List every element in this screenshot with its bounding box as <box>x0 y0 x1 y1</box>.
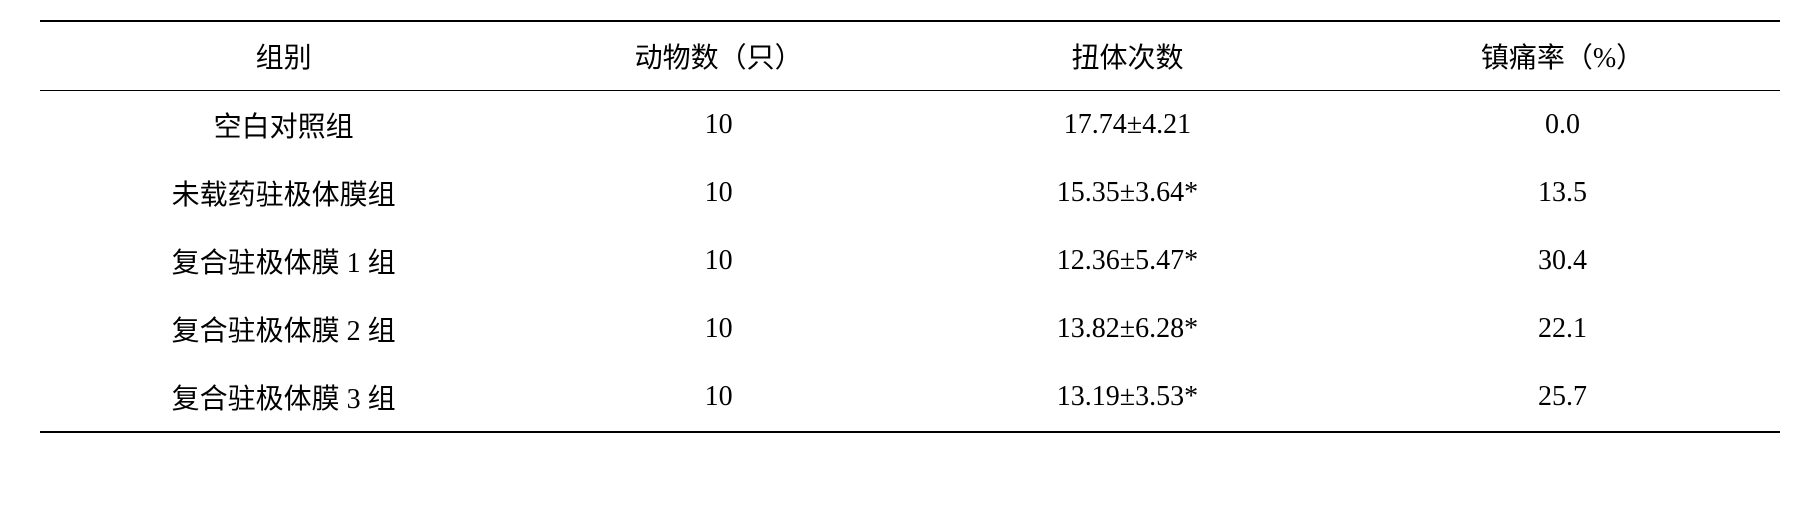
cell-rate: 0.0 <box>1345 91 1780 160</box>
table-row: 空白对照组 10 17.74±4.21 0.0 <box>40 91 1780 160</box>
cell-group: 复合驻极体膜 2 组 <box>40 295 527 363</box>
table-row: 复合驻极体膜 1 组 10 12.36±5.47* 30.4 <box>40 227 1780 295</box>
cell-twist: 13.82±6.28* <box>910 295 1345 363</box>
cell-twist: 17.74±4.21 <box>910 91 1345 160</box>
col-header-group: 组别 <box>40 21 527 91</box>
cell-n: 10 <box>527 159 910 227</box>
cell-n: 10 <box>527 227 910 295</box>
cell-rate: 25.7 <box>1345 363 1780 432</box>
cell-rate: 22.1 <box>1345 295 1780 363</box>
cell-n: 10 <box>527 363 910 432</box>
cell-group: 复合驻极体膜 3 组 <box>40 363 527 432</box>
cell-rate: 30.4 <box>1345 227 1780 295</box>
table-header-row: 组别 动物数（只） 扭体次数 镇痛率（%） <box>40 21 1780 91</box>
cell-twist: 13.19±3.53* <box>910 363 1345 432</box>
cell-group: 空白对照组 <box>40 91 527 160</box>
table-row: 复合驻极体膜 3 组 10 13.19±3.53* 25.7 <box>40 363 1780 432</box>
data-table: 组别 动物数（只） 扭体次数 镇痛率（%） 空白对照组 10 17.74±4.2… <box>40 20 1780 433</box>
col-header-n: 动物数（只） <box>527 21 910 91</box>
cell-twist: 12.36±5.47* <box>910 227 1345 295</box>
cell-twist: 15.35±3.64* <box>910 159 1345 227</box>
cell-rate: 13.5 <box>1345 159 1780 227</box>
cell-group: 未载药驻极体膜组 <box>40 159 527 227</box>
col-header-twist: 扭体次数 <box>910 21 1345 91</box>
col-header-rate: 镇痛率（%） <box>1345 21 1780 91</box>
table-row: 未载药驻极体膜组 10 15.35±3.64* 13.5 <box>40 159 1780 227</box>
cell-n: 10 <box>527 295 910 363</box>
table-row: 复合驻极体膜 2 组 10 13.82±6.28* 22.1 <box>40 295 1780 363</box>
cell-n: 10 <box>527 91 910 160</box>
cell-group: 复合驻极体膜 1 组 <box>40 227 527 295</box>
